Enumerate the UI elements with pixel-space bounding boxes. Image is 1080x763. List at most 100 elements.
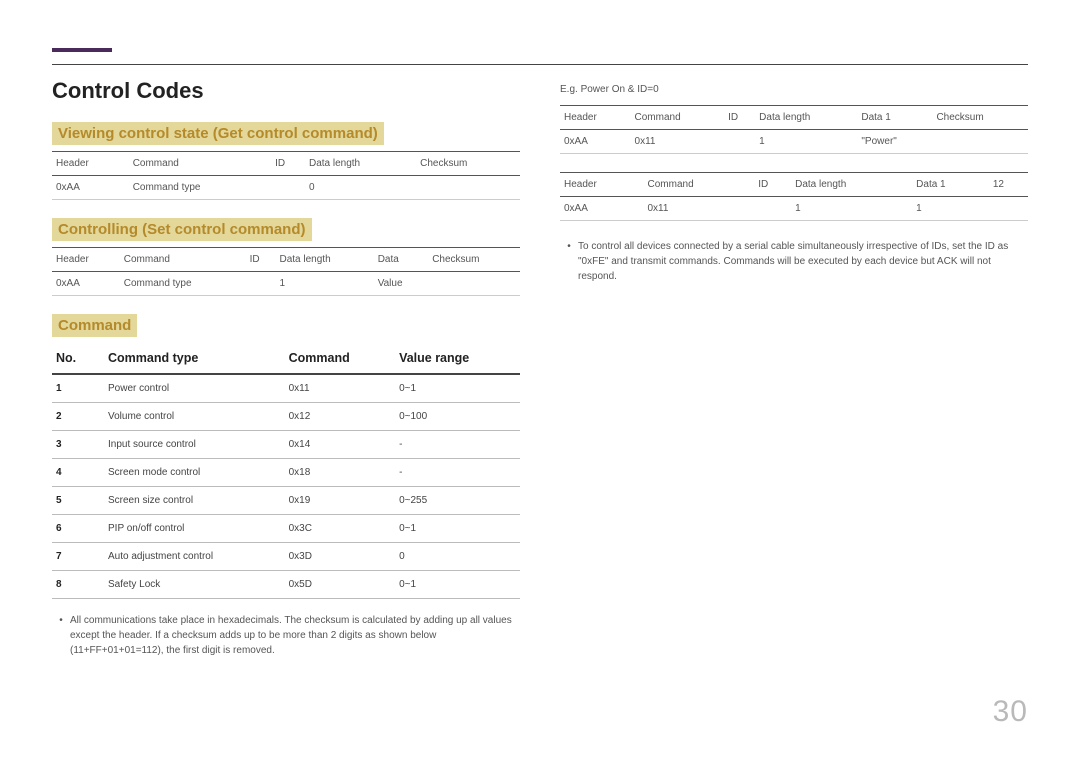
col-header-no: No. bbox=[52, 343, 104, 374]
col-header: Header bbox=[560, 173, 644, 197]
cell: 1 bbox=[791, 197, 912, 221]
bullet-icon: • bbox=[560, 239, 578, 284]
cell: 5 bbox=[52, 487, 104, 515]
cell: 8 bbox=[52, 571, 104, 599]
col-header: Data length bbox=[791, 173, 912, 197]
col-header: Command bbox=[631, 106, 725, 130]
col-header: Header bbox=[52, 248, 120, 272]
cell: 0 bbox=[395, 543, 520, 571]
col-header-type: Command type bbox=[104, 343, 285, 374]
cell: 0xAA bbox=[560, 197, 644, 221]
cell: Input source control bbox=[104, 431, 285, 459]
cell bbox=[271, 176, 305, 200]
col-header: ID bbox=[271, 152, 305, 176]
cell: Command type bbox=[120, 272, 246, 296]
cell bbox=[989, 197, 1028, 221]
col-header: Data length bbox=[305, 152, 416, 176]
table-row: 1Power control0x110~1 bbox=[52, 374, 520, 403]
col-header: Checksum bbox=[416, 152, 520, 176]
cell: 1 bbox=[912, 197, 989, 221]
right-column: E.g. Power On & ID=0 Header Command ID D… bbox=[560, 78, 1028, 658]
cell: 0xAA bbox=[52, 272, 120, 296]
col-header: Command bbox=[644, 173, 755, 197]
col-header: ID bbox=[754, 173, 791, 197]
cell: 1 bbox=[755, 130, 857, 154]
cell bbox=[416, 176, 520, 200]
cell bbox=[932, 130, 1028, 154]
cell: PIP on/off control bbox=[104, 515, 285, 543]
cell: Screen size control bbox=[104, 487, 285, 515]
cell: Power control bbox=[104, 374, 285, 403]
section-heading-set: Controlling (Set control command) bbox=[52, 218, 312, 241]
col-header: ID bbox=[246, 248, 276, 272]
cell: 0x18 bbox=[285, 459, 395, 487]
col-header: Checksum bbox=[932, 106, 1028, 130]
cell: Volume control bbox=[104, 403, 285, 431]
cell: "Power" bbox=[857, 130, 932, 154]
col-header-range: Value range bbox=[395, 343, 520, 374]
col-header: Header bbox=[560, 106, 631, 130]
cell: 0x11 bbox=[631, 130, 725, 154]
cell: Command type bbox=[129, 176, 271, 200]
col-header: Command bbox=[129, 152, 271, 176]
col-header: Data length bbox=[275, 248, 373, 272]
col-header: Header bbox=[52, 152, 129, 176]
cell bbox=[754, 197, 791, 221]
section-heading-command: Command bbox=[52, 314, 137, 337]
col-header: Checksum bbox=[428, 248, 520, 272]
example-label: E.g. Power On & ID=0 bbox=[560, 84, 1028, 95]
table-example-1: Header Command ID Data length Data 1 Che… bbox=[560, 105, 1028, 154]
table-example-2: Header Command ID Data length Data 1 12 … bbox=[560, 172, 1028, 221]
cell: 0~1 bbox=[395, 374, 520, 403]
cell: 7 bbox=[52, 543, 104, 571]
col-header: ID bbox=[724, 106, 755, 130]
cell: 4 bbox=[52, 459, 104, 487]
cell: 0xAA bbox=[560, 130, 631, 154]
cell: Value bbox=[374, 272, 429, 296]
cell: 0~1 bbox=[395, 571, 520, 599]
col-header: Command bbox=[120, 248, 246, 272]
bullet-icon: • bbox=[52, 613, 70, 658]
col-header: 12 bbox=[989, 173, 1028, 197]
cell: 0x11 bbox=[644, 197, 755, 221]
cell: 0~1 bbox=[395, 515, 520, 543]
section-heading-get: Viewing control state (Get control comma… bbox=[52, 122, 384, 145]
table-set-control: Header Command ID Data length Data Check… bbox=[52, 247, 520, 296]
table-row: 3Input source control0x14- bbox=[52, 431, 520, 459]
cell: 1 bbox=[275, 272, 373, 296]
col-header: Data bbox=[374, 248, 429, 272]
cell: - bbox=[395, 459, 520, 487]
footnote-text: To control all devices connected by a se… bbox=[578, 239, 1028, 284]
accent-bar bbox=[52, 48, 112, 52]
col-header: Data 1 bbox=[857, 106, 932, 130]
cell: 6 bbox=[52, 515, 104, 543]
cell: Auto adjustment control bbox=[104, 543, 285, 571]
cell: 3 bbox=[52, 431, 104, 459]
col-header-cmd: Command bbox=[285, 343, 395, 374]
table-get-control: Header Command ID Data length Checksum 0… bbox=[52, 151, 520, 200]
cell: 0x3C bbox=[285, 515, 395, 543]
footnote-left: • All communications take place in hexad… bbox=[52, 613, 520, 658]
table-row: 7Auto adjustment control0x3D0 bbox=[52, 543, 520, 571]
col-header: Data 1 bbox=[912, 173, 989, 197]
top-rule bbox=[52, 64, 1028, 65]
cell bbox=[428, 272, 520, 296]
cell: 0~100 bbox=[395, 403, 520, 431]
cell: 0x14 bbox=[285, 431, 395, 459]
page-title: Control Codes bbox=[52, 78, 520, 104]
footnote-right: • To control all devices connected by a … bbox=[560, 239, 1028, 284]
page-number: 30 bbox=[993, 695, 1028, 729]
cell: 0x3D bbox=[285, 543, 395, 571]
cell: Safety Lock bbox=[104, 571, 285, 599]
table-row: 5Screen size control0x190~255 bbox=[52, 487, 520, 515]
cell: 0 bbox=[305, 176, 416, 200]
cell: Screen mode control bbox=[104, 459, 285, 487]
cell bbox=[724, 130, 755, 154]
cell bbox=[246, 272, 276, 296]
table-row: 6PIP on/off control0x3C0~1 bbox=[52, 515, 520, 543]
table-command-list: No. Command type Command Value range 1Po… bbox=[52, 343, 520, 599]
cell: 0x11 bbox=[285, 374, 395, 403]
table-row: 2Volume control0x120~100 bbox=[52, 403, 520, 431]
cell: 0x12 bbox=[285, 403, 395, 431]
cell: - bbox=[395, 431, 520, 459]
